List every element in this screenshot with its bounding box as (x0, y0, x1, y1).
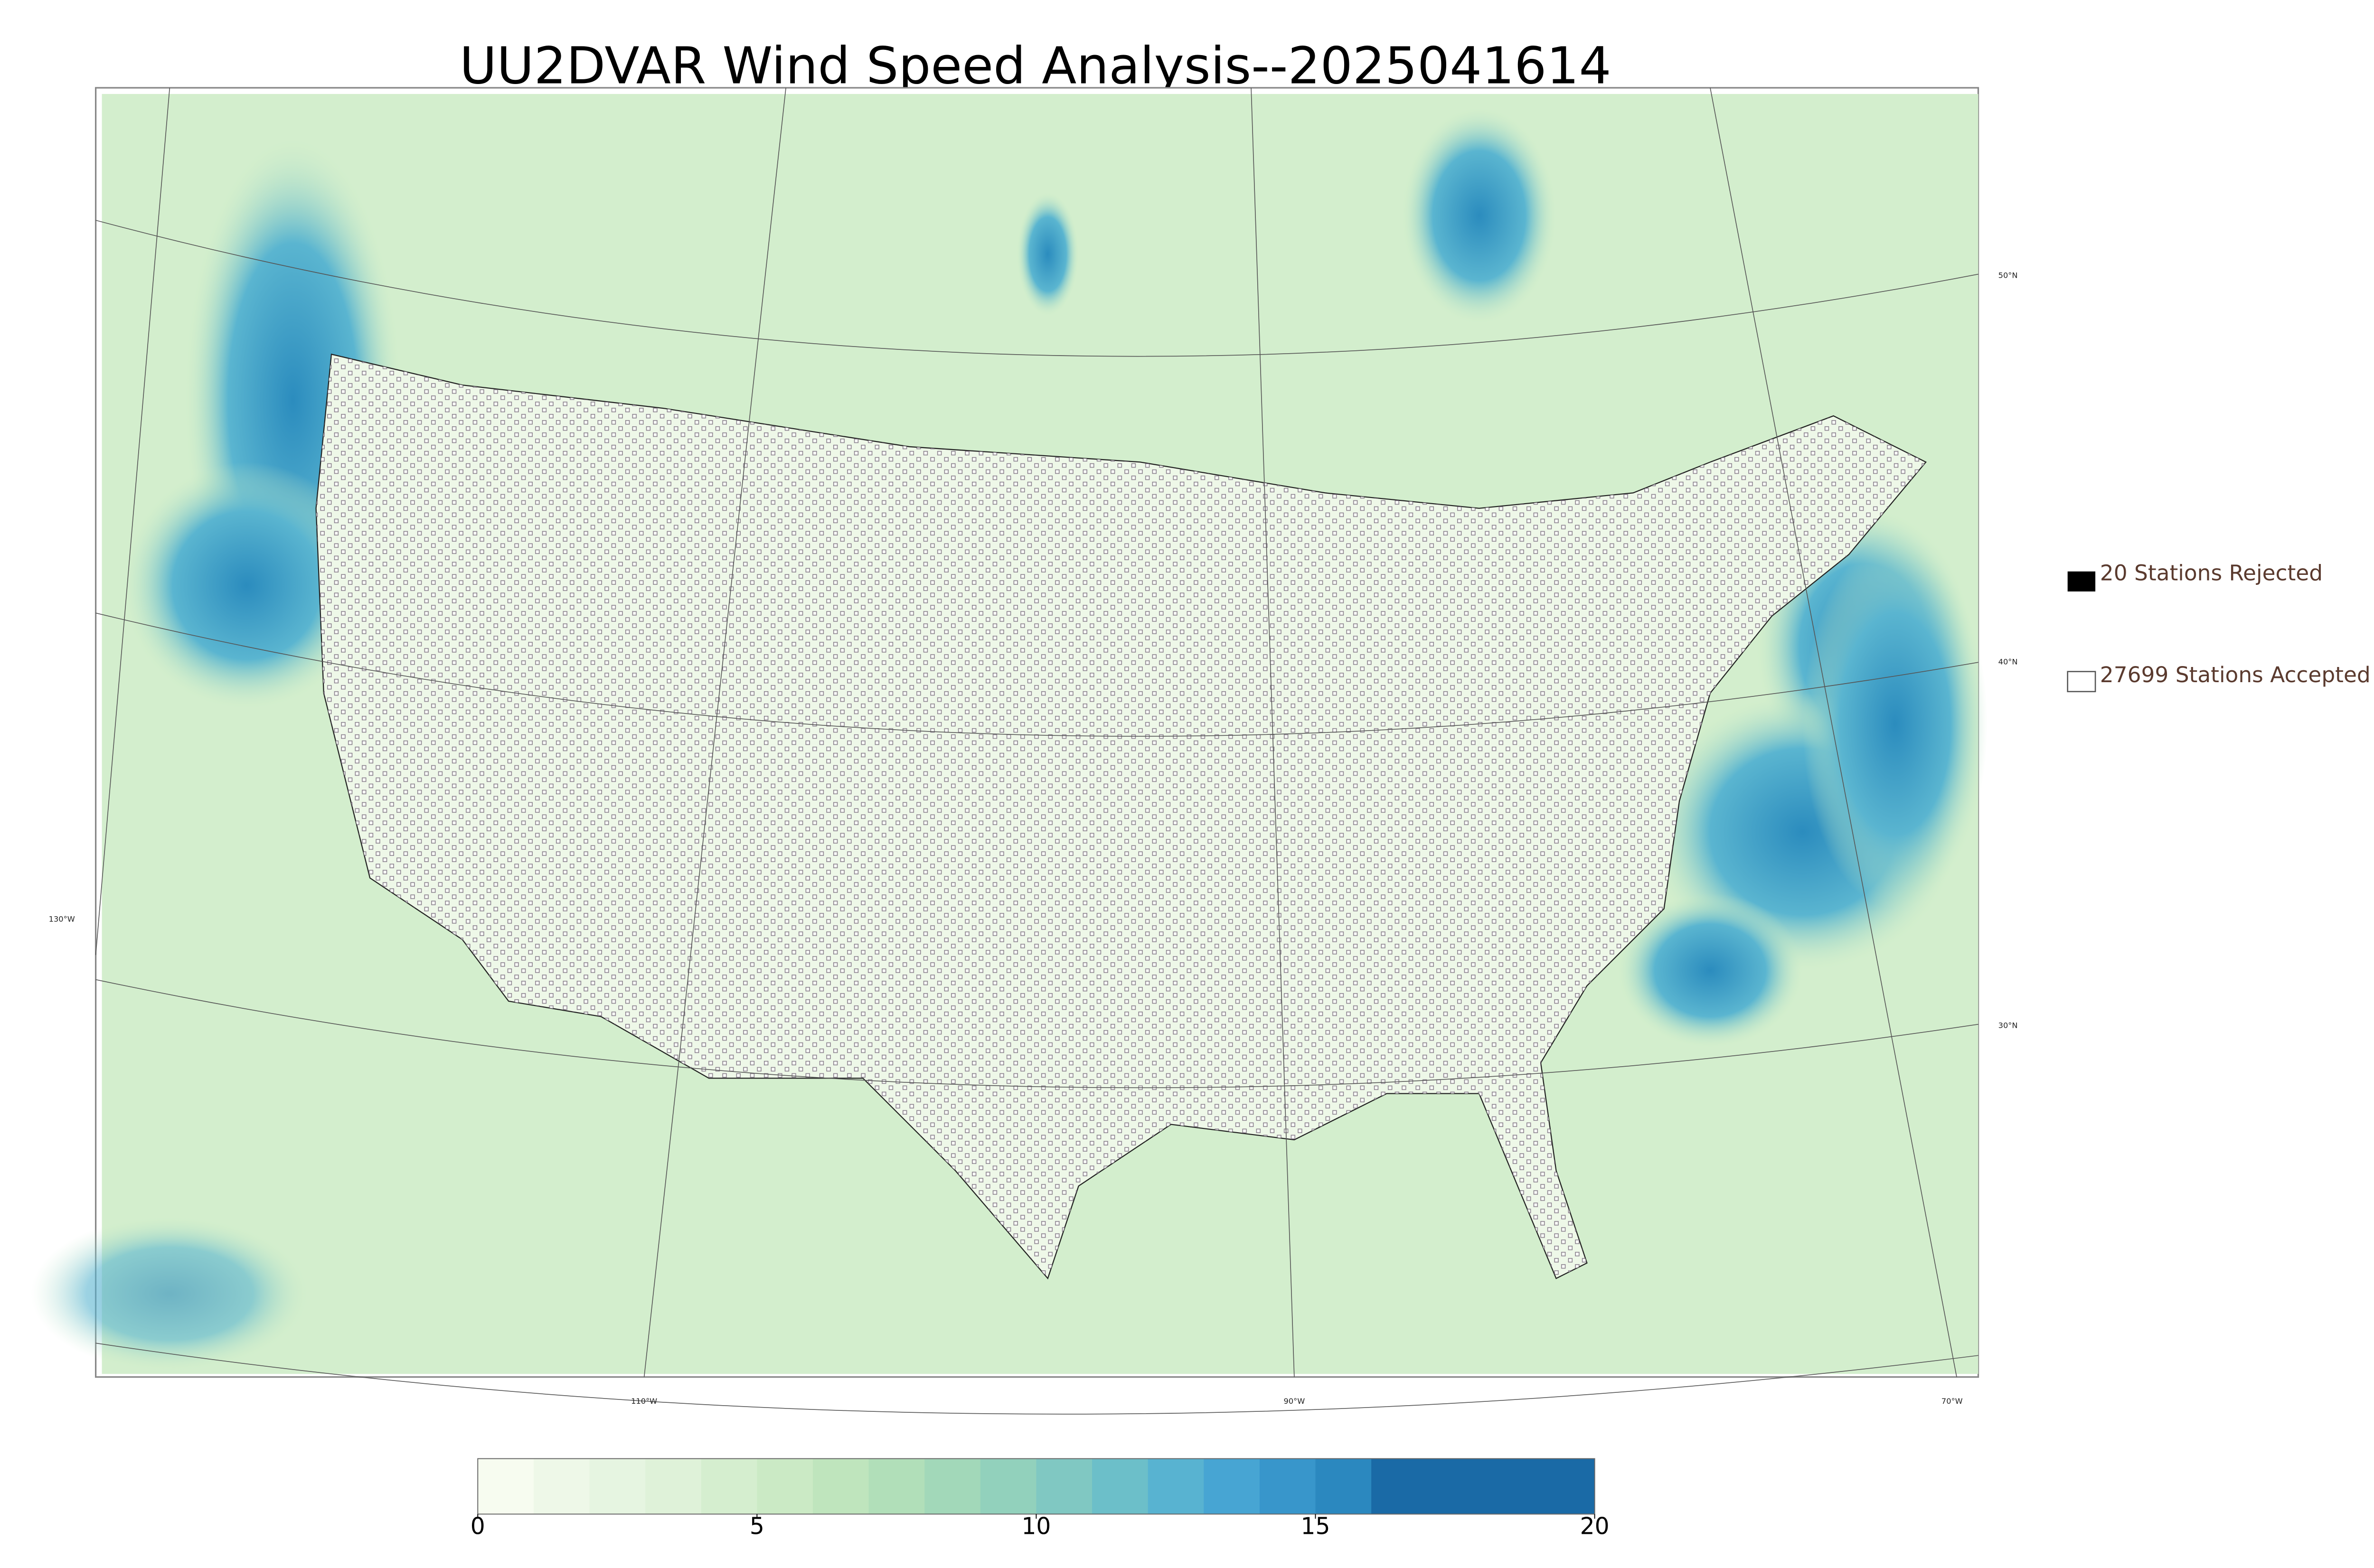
colorbar-tick-label: 5 (750, 1513, 764, 1540)
colorbar-segment (1036, 1458, 1093, 1514)
colorbar-segment (1259, 1458, 1316, 1514)
accepted-symbol (2067, 671, 2096, 693)
colorbar-tick-label: 20 (1580, 1513, 1610, 1540)
colorbar-segment (1204, 1458, 1260, 1514)
map (31, 87, 1988, 1415)
colorbar-tick-label: 15 (1301, 1513, 1330, 1540)
lat-label: 40°N (1998, 657, 2018, 667)
colorbar-segment (1092, 1458, 1149, 1514)
colorbar-segment (645, 1458, 702, 1514)
lon-label: 70°W (1941, 1397, 1963, 1406)
colorbar-segment (980, 1458, 1037, 1514)
colorbar-segment (1427, 1458, 1484, 1514)
colorbar-tick-label: 10 (1021, 1513, 1051, 1540)
colorbar-segment (868, 1458, 925, 1514)
colorbar-tick-label: 0 (471, 1513, 485, 1540)
colorbar-segment (1148, 1458, 1205, 1514)
colorbar: 0 5 10 15 20 (471, 1458, 1610, 1540)
colorbar-segment (924, 1458, 981, 1514)
lat-label: 50°N (1998, 271, 2018, 280)
colorbar-segment (812, 1458, 869, 1514)
colorbar-segment (1371, 1458, 1428, 1514)
colorbar-segment (1538, 1458, 1595, 1514)
graticule-labels: 50°N 40°N 30°N 130°W 110°W 90°W 70°W (49, 271, 2018, 1406)
colorbar-segment (701, 1458, 758, 1514)
colorbar-segment (757, 1458, 813, 1514)
colorbar-segment (1483, 1458, 1539, 1514)
lon-label: 130°W (49, 915, 75, 924)
legend-rejected: 20 Stations Rejected (2100, 561, 2323, 586)
colorbar-segment (1315, 1458, 1372, 1514)
colorbar-segment (478, 1458, 534, 1514)
lon-label: 90°W (1284, 1397, 1305, 1406)
rejected-symbol (2067, 571, 2096, 592)
colorbar-segment (533, 1458, 590, 1514)
legend-accepted: 27699 Stations Accepted (2100, 662, 2371, 687)
lat-label: 30°N (1998, 1021, 2018, 1030)
colorbar-segment (589, 1458, 646, 1514)
legend: 20 Stations Rejected 27699 Stations Acce… (2067, 561, 2371, 693)
map-title: UU2DVAR Wind Speed Analysis--2025041614 (460, 37, 1611, 95)
lon-label: 110°W (631, 1397, 657, 1406)
